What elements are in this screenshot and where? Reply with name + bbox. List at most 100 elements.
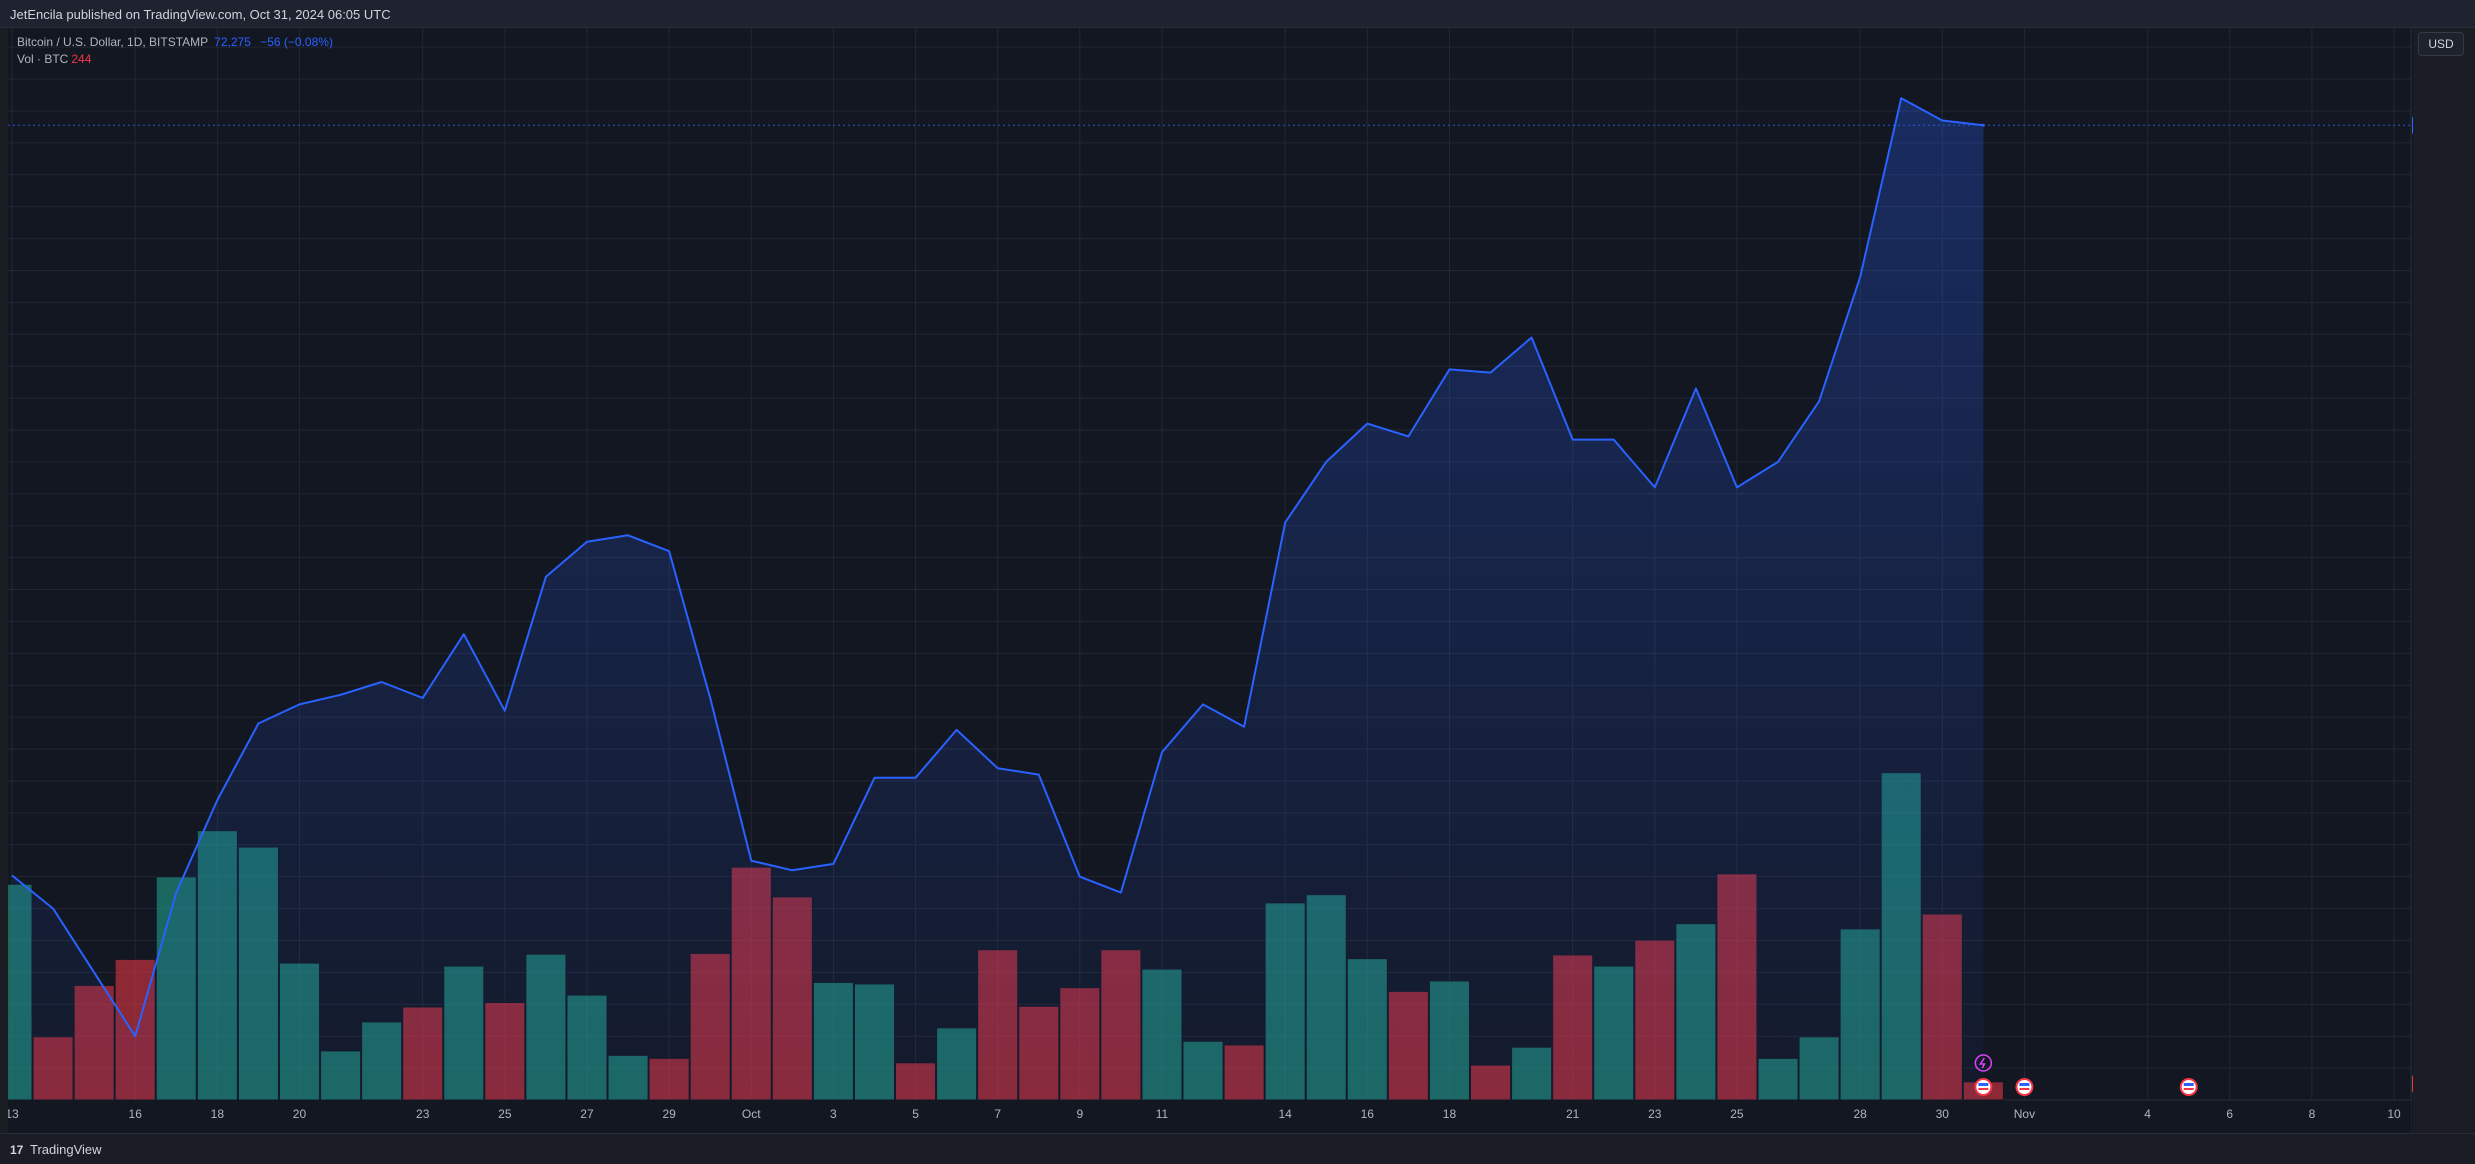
price-point bbox=[134, 1035, 137, 1038]
price-point bbox=[216, 799, 219, 802]
us-flag-event-icon bbox=[2019, 1083, 2030, 1086]
price-point bbox=[585, 540, 588, 543]
chart-area[interactable]: 57,50058,00058,50059,00059,50060,00060,5… bbox=[8, 28, 2413, 1133]
price-point bbox=[1859, 275, 1862, 278]
chart-legend: Bitcoin / U.S. Dollar, 1D, BITSTAMP 72,27… bbox=[17, 34, 333, 68]
x-tick-label: Nov bbox=[2014, 1107, 2035, 1121]
price-point bbox=[1571, 438, 1574, 441]
legend-volume-label: Vol · BTC bbox=[17, 52, 69, 66]
x-tick-label: 11 bbox=[1156, 1107, 1169, 1121]
publish-info: JetEncila published on TradingView.com, … bbox=[10, 7, 391, 22]
price-point bbox=[832, 862, 835, 865]
tradingview-logo-icon[interactable]: 17 bbox=[10, 1143, 24, 1157]
price-point bbox=[709, 697, 712, 700]
x-tick-label: 8 bbox=[2309, 1107, 2316, 1121]
x-tick-label: 14 bbox=[1278, 1107, 1292, 1121]
currency-button[interactable]: USD bbox=[2418, 32, 2464, 56]
x-tick-label: 16 bbox=[1361, 1107, 1375, 1121]
legend-main-row: Bitcoin / U.S. Dollar, 1D, BITSTAMP 72,27… bbox=[17, 34, 333, 51]
footer-bar: 17 TradingView bbox=[0, 1133, 2475, 1164]
x-tick-label: 10 bbox=[2387, 1107, 2401, 1121]
x-tick-label: 23 bbox=[1648, 1107, 1662, 1121]
price-point bbox=[1407, 435, 1410, 438]
price-point bbox=[421, 697, 424, 700]
x-tick-label: 25 bbox=[1730, 1107, 1744, 1121]
x-tick-label: 28 bbox=[1853, 1107, 1867, 1121]
x-tick-label: 16 bbox=[129, 1107, 143, 1121]
price-point bbox=[339, 693, 342, 696]
price-point bbox=[1325, 460, 1328, 463]
price-point bbox=[627, 534, 630, 537]
price-point bbox=[1653, 486, 1656, 489]
x-tick-label: 27 bbox=[580, 1107, 594, 1121]
x-tick-label: 23 bbox=[416, 1107, 430, 1121]
us-flag-event-icon bbox=[2019, 1088, 2030, 1090]
x-tick-label: 9 bbox=[1076, 1107, 1083, 1121]
price-point bbox=[462, 633, 465, 636]
legend-volume-row: Vol · BTC 244 bbox=[17, 51, 333, 68]
price-point bbox=[298, 703, 301, 706]
price-point bbox=[1530, 336, 1533, 339]
last-volume-badge bbox=[2412, 1075, 2413, 1093]
price-point bbox=[1202, 703, 1205, 706]
price-point bbox=[1366, 422, 1369, 425]
legend-symbol: Bitcoin / U.S. Dollar, 1D, BITSTAMP bbox=[17, 35, 209, 49]
price-point bbox=[544, 575, 547, 578]
x-tick-label: 21 bbox=[1566, 1107, 1580, 1121]
us-flag-event-icon bbox=[1978, 1088, 1989, 1090]
price-point bbox=[1735, 486, 1738, 489]
legend-volume-value: 244 bbox=[71, 52, 92, 66]
price-point bbox=[1694, 387, 1697, 390]
us-flag-event-icon bbox=[1978, 1083, 1989, 1086]
lightning-icon bbox=[1974, 1054, 1993, 1072]
x-tick-label: 5 bbox=[912, 1107, 919, 1121]
tradingview-brand[interactable]: TradingView bbox=[30, 1142, 102, 1157]
price-point bbox=[1941, 119, 1944, 122]
price-point bbox=[175, 891, 178, 894]
time-scale-background bbox=[8, 1100, 2411, 1133]
price-area-fill bbox=[12, 98, 1984, 1100]
price-scale-background bbox=[2411, 28, 2413, 1133]
price-point bbox=[1777, 460, 1780, 463]
price-point bbox=[914, 776, 917, 779]
price-point bbox=[1284, 521, 1287, 524]
price-point bbox=[93, 971, 96, 974]
us-flag-event-icon bbox=[2183, 1083, 2194, 1086]
price-point bbox=[1612, 438, 1615, 441]
price-point bbox=[11, 874, 14, 877]
price-point bbox=[503, 709, 506, 712]
us-flag-event-icon bbox=[1974, 1078, 1993, 1096]
last-price-badge bbox=[2412, 116, 2413, 135]
us-flag-event-icon bbox=[2015, 1078, 2034, 1096]
price-point bbox=[52, 907, 55, 910]
price-point bbox=[1900, 97, 1903, 100]
price-point bbox=[1037, 773, 1040, 776]
price-point bbox=[257, 722, 260, 725]
price-point bbox=[996, 767, 999, 770]
price-point bbox=[1818, 400, 1821, 403]
price-point bbox=[873, 776, 876, 779]
price-point bbox=[1078, 875, 1081, 878]
us-flag-event-icon bbox=[2179, 1078, 2198, 1096]
publish-header: JetEncila published on TradingView.com, … bbox=[0, 0, 2475, 28]
legend-last-price: 72,275 bbox=[214, 35, 251, 49]
x-tick-label: 4 bbox=[2144, 1107, 2151, 1121]
price-point bbox=[791, 869, 794, 872]
price-point bbox=[1243, 725, 1246, 728]
x-tick-label: 7 bbox=[994, 1107, 1001, 1121]
x-tick-label: Oct bbox=[742, 1107, 761, 1121]
x-tick-label: 6 bbox=[2226, 1107, 2233, 1121]
x-tick-label: 18 bbox=[1443, 1107, 1457, 1121]
price-point bbox=[955, 728, 958, 731]
price-point bbox=[750, 859, 753, 862]
x-tick-label: 3 bbox=[830, 1107, 837, 1121]
x-tick-label: 30 bbox=[1936, 1107, 1950, 1121]
lightning-icon bbox=[1978, 1057, 1986, 1069]
price-point bbox=[1489, 371, 1492, 374]
us-flag-event-icon bbox=[2183, 1088, 2194, 1090]
price-point bbox=[1448, 368, 1451, 371]
price-point bbox=[1119, 891, 1122, 894]
x-tick-label: 25 bbox=[498, 1107, 512, 1121]
price-point bbox=[380, 681, 383, 684]
price-chart-svg[interactable]: 57,50058,00058,50059,00059,50060,00060,5… bbox=[8, 28, 2413, 1133]
